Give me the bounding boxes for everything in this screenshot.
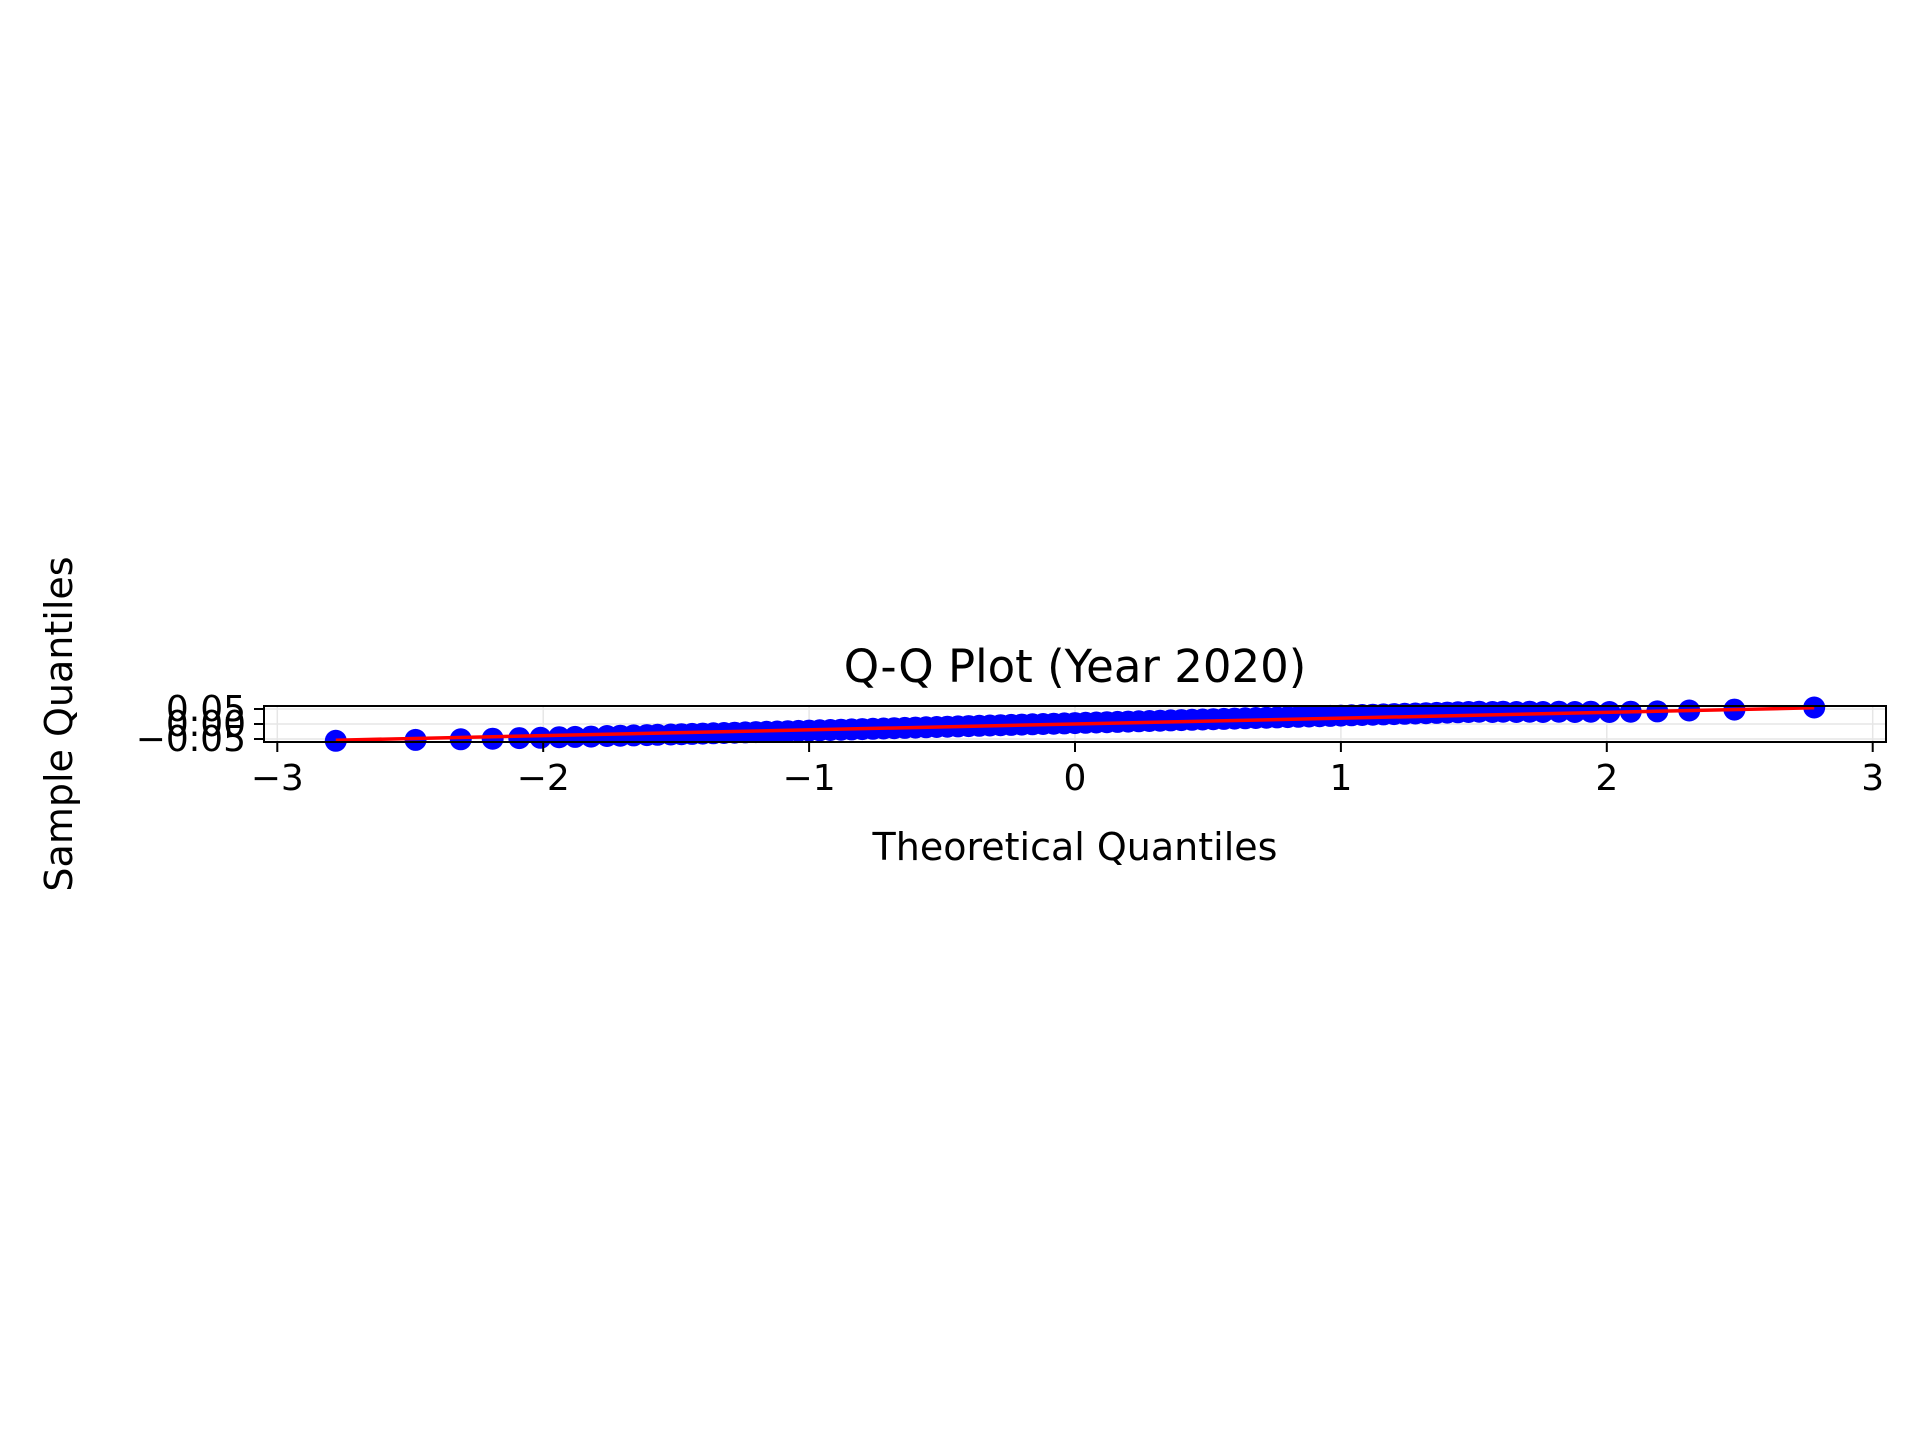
reference-line-segment [335,706,1815,742]
x-tick-label: −2 [517,758,570,799]
data-point [1803,696,1826,719]
y-axis-label: Sample Quantiles [37,556,81,891]
x-tick-label: −1 [783,758,836,799]
x-tick-label: 2 [1595,758,1618,799]
y-axis-ticks: −0.050.000.05 [136,689,264,760]
data-point [324,729,347,752]
y-tick-label: −0.05 [136,719,246,760]
data-point [481,727,504,750]
x-tick-label: 0 [1064,758,1087,799]
chart-title: Q-Q Plot (Year 2020) [844,640,1307,693]
x-axis-ticks: −3 −2 −1 0 1 2 3 [251,742,1884,799]
x-tick-label: 1 [1329,758,1352,799]
y-tick-label: 0.05 [166,689,246,730]
reference-line [335,706,1815,742]
y-tick-label: 0.00 [166,704,246,745]
sample-points [324,696,1826,752]
x-tick-label: 3 [1861,758,1884,799]
data-point [508,727,531,750]
data-point [529,726,552,749]
data-point [449,728,472,751]
x-axis-label: Theoretical Quantiles [872,825,1278,869]
x-tick-label: −3 [251,758,304,799]
